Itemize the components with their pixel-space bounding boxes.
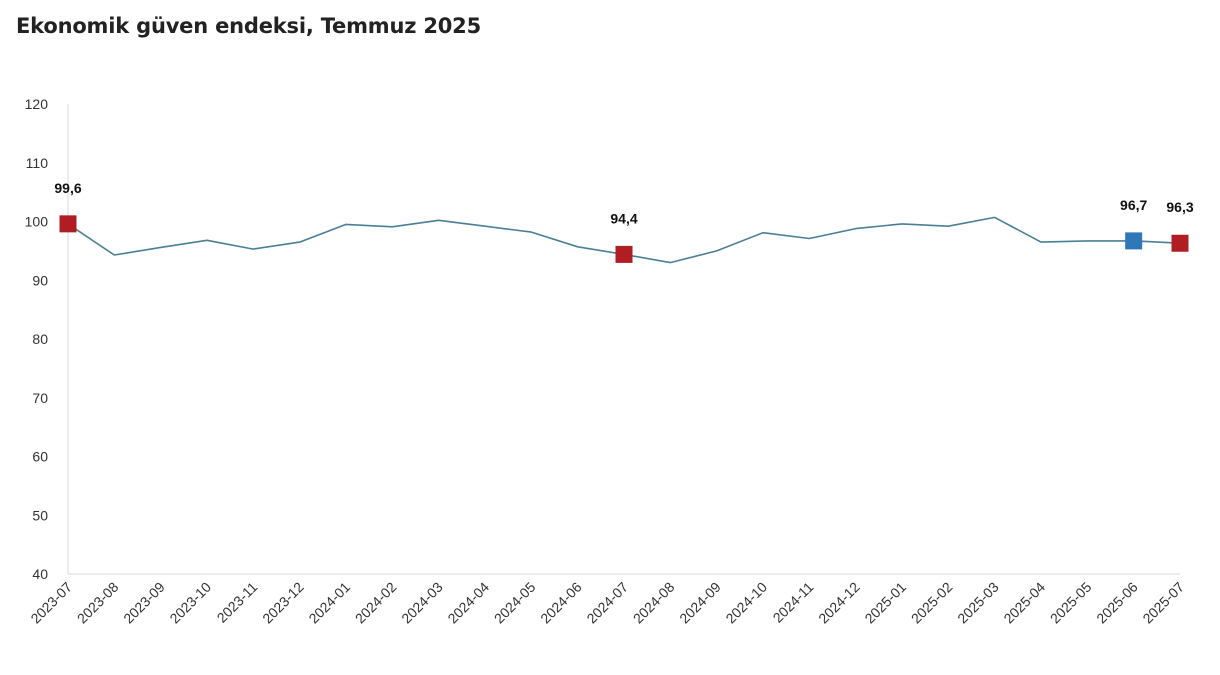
data-point <box>901 223 903 225</box>
y-tick-label: 110 <box>26 155 49 171</box>
x-tick-label: 2024-09 <box>676 579 724 627</box>
x-tick-label: 2025-05 <box>1047 579 1095 627</box>
data-point <box>114 254 116 256</box>
x-tick-label: 2024-04 <box>444 579 492 627</box>
data-point <box>299 241 301 243</box>
chart-title: Ekonomik güven endeksi, Temmuz 2025 <box>16 14 481 38</box>
x-tick-label: 2023-09 <box>120 579 168 627</box>
data-point <box>253 248 255 250</box>
axes <box>67 104 1180 575</box>
data-point <box>809 238 811 240</box>
y-tick-label: 120 <box>25 96 49 112</box>
data-point <box>206 240 208 242</box>
x-tick-label: 2025-06 <box>1093 579 1141 627</box>
data-point <box>670 262 672 264</box>
x-tick-label: 2023-10 <box>166 579 214 627</box>
data-point <box>762 232 764 234</box>
y-tick-label: 60 <box>32 449 48 465</box>
x-tick-label: 2024-02 <box>352 579 400 627</box>
data-point <box>392 226 394 228</box>
y-tick-label: 50 <box>32 507 48 523</box>
y-tick-label: 40 <box>32 566 48 582</box>
highlight-markers <box>59 215 1189 263</box>
data-point <box>345 224 347 226</box>
data-point <box>716 250 718 252</box>
y-axis-ticks: 40 50 60 70 80 90 100 110 120 <box>25 96 49 582</box>
x-tick-label: 2023-12 <box>259 579 307 627</box>
x-tick-label: 2024-08 <box>630 579 678 627</box>
data-point <box>994 217 996 219</box>
x-tick-label: 2024-07 <box>583 579 631 627</box>
data-point <box>438 220 440 222</box>
x-tick-label: 2023-08 <box>74 579 122 627</box>
x-tick-label: 2024-06 <box>537 579 585 627</box>
x-tick-label: 2024-12 <box>815 579 863 627</box>
highlight-marker <box>1125 232 1143 250</box>
data-labels: 99,6 94,4 96,7 96,3 <box>54 180 1193 227</box>
data-point <box>160 247 162 249</box>
x-tick-label: 2024-11 <box>770 579 817 626</box>
x-tick-label: 2024-03 <box>398 579 446 627</box>
x-tick-label: 2025-01 <box>861 579 909 627</box>
highlight-marker <box>1171 234 1189 252</box>
highlight-marker <box>59 215 77 233</box>
y-tick-label: 90 <box>32 272 48 288</box>
data-label: 96,3 <box>1166 199 1193 215</box>
data-label: 99,6 <box>54 180 81 196</box>
x-tick-label: 2024-05 <box>491 579 539 627</box>
x-tick-label: 2024-01 <box>305 579 353 627</box>
y-tick-label: 80 <box>32 331 48 347</box>
data-point <box>948 225 950 227</box>
x-tick-label: 2024-10 <box>722 579 770 627</box>
data-point <box>577 246 579 248</box>
data-point <box>484 225 486 227</box>
highlight-marker <box>615 245 633 263</box>
data-label: 94,4 <box>610 210 637 226</box>
x-tick-label: 2025-02 <box>908 579 956 627</box>
x-tick-label: 2025-04 <box>1000 579 1048 627</box>
data-point <box>855 228 857 230</box>
data-point <box>531 231 533 233</box>
y-tick-label: 70 <box>32 390 48 406</box>
data-point <box>1087 240 1089 242</box>
x-tick-label: 2023-07 <box>27 579 75 627</box>
x-tick-label: 2025-07 <box>1139 579 1187 627</box>
data-label: 96,7 <box>1120 197 1147 213</box>
x-tick-label: 2023-11 <box>214 579 261 626</box>
data-point <box>1040 241 1042 243</box>
x-tick-label: 2025-03 <box>954 579 1002 627</box>
y-tick-label: 100 <box>25 214 49 230</box>
